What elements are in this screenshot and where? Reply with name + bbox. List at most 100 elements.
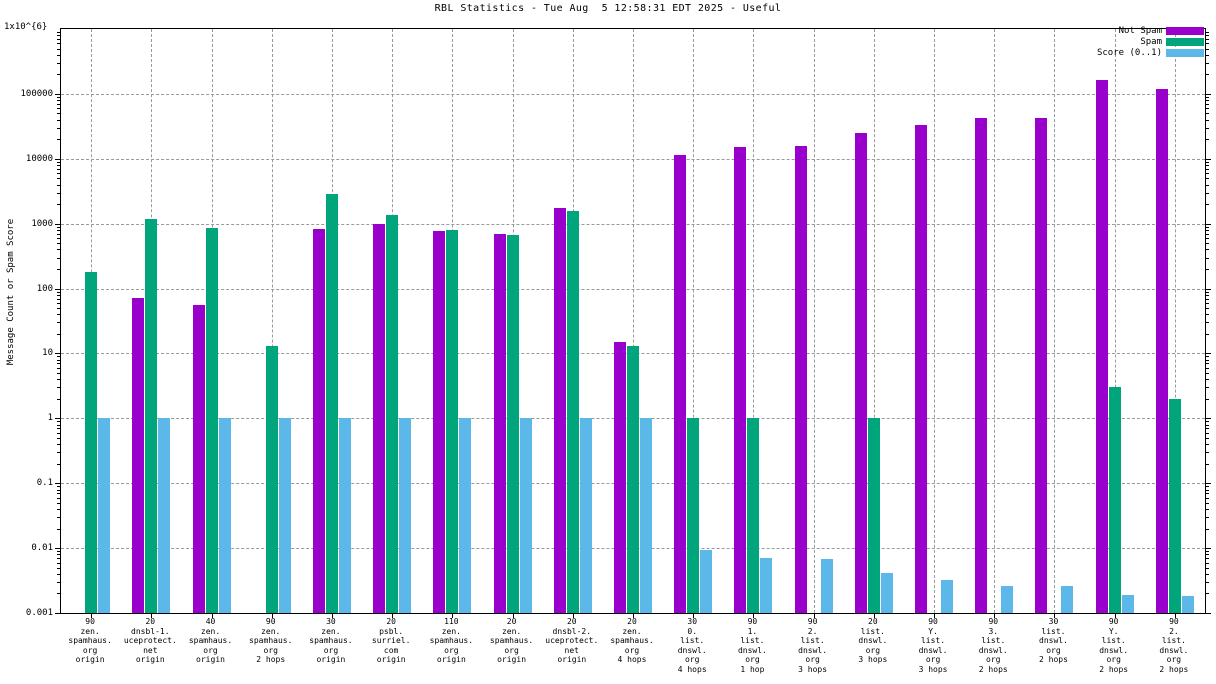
bar-not-spam [1095, 79, 1108, 613]
grid-line-vertical [994, 29, 995, 613]
y-axis-minor-tick [57, 127, 61, 129]
bar-spam [687, 418, 700, 613]
bar-not-spam [1035, 117, 1048, 613]
y-axis-minor-tick [57, 31, 61, 33]
bar-spam [145, 218, 158, 613]
bar-spam [1108, 387, 1121, 613]
y-axis-minor-tick [1205, 168, 1209, 170]
y-axis-minor-tick [1205, 551, 1209, 553]
y-axis-minor-tick [1205, 178, 1209, 180]
y-axis-minor-tick [1205, 363, 1209, 365]
y-axis-minor-tick [1205, 428, 1209, 430]
x-axis-tick-label: 90 Y. list. dnswl. org 3 hops [918, 617, 948, 674]
y-axis-minor-tick [1205, 204, 1209, 206]
y-axis-minor-tick [57, 43, 61, 45]
y-axis-minor-tick [1205, 192, 1209, 194]
y-axis-minor-tick [1205, 233, 1209, 235]
grid-line-vertical [874, 29, 875, 613]
bar-spam [1168, 398, 1181, 613]
y-axis-minor-tick [1205, 127, 1209, 129]
x-axis-tick-label: 110 zen. spamhaus. org origin [429, 617, 474, 665]
y-axis-minor-tick [1205, 558, 1209, 560]
y-axis-minor-tick [1205, 314, 1209, 316]
y-axis-minor-tick [57, 463, 61, 465]
x-axis-tick-label: 90 2. list. dnswl. org 2 hops [1159, 617, 1189, 674]
y-axis-minor-tick [57, 428, 61, 430]
y-axis-minor-tick [57, 517, 61, 519]
y-axis-minor-tick [57, 184, 61, 186]
y-axis-minor-tick [1205, 308, 1209, 310]
y-axis-minor-tick [57, 257, 61, 259]
grid-line-vertical [814, 29, 815, 613]
y-axis-exponent-label: 1x10^{6} [4, 22, 47, 32]
x-axis-tick [91, 613, 92, 618]
y-axis-minor-tick [57, 497, 61, 499]
bar-score [278, 418, 291, 613]
x-axis-tick [633, 613, 634, 618]
y-axis-minor-tick [1205, 573, 1209, 575]
y-axis-minor-tick [57, 294, 61, 296]
y-axis-tick-label: 10 [42, 348, 53, 359]
y-axis-tick [55, 483, 61, 485]
y-axis-minor-tick [1205, 387, 1209, 389]
grid-line-vertical [1054, 29, 1055, 613]
y-axis-minor-tick [1205, 161, 1209, 163]
bar-not-spam [915, 125, 928, 613]
bar-score [218, 418, 231, 613]
bar-score [1001, 586, 1014, 613]
x-axis-tick-label: 90 zen. spamhaus. org origin [68, 617, 112, 665]
grid-line-vertical [633, 29, 634, 613]
grid-line-vertical [693, 29, 694, 613]
y-axis-minor-tick [57, 39, 61, 41]
bar-score [519, 418, 532, 613]
bar-score [338, 418, 351, 613]
y-axis-minor-tick [1205, 437, 1209, 439]
y-axis-tick-label: 10000 [25, 153, 53, 164]
y-axis-minor-tick [1205, 173, 1209, 175]
bar-score [459, 418, 472, 613]
y-axis-minor-tick [57, 452, 61, 454]
bar-not-spam [312, 229, 325, 613]
y-axis-minor-tick [1205, 463, 1209, 465]
bar-spam [386, 215, 399, 613]
y-axis-tick [1205, 483, 1211, 485]
y-axis-tick [55, 288, 61, 290]
y-axis-minor-tick [57, 249, 61, 251]
y-axis-tick [55, 613, 61, 614]
y-axis-minor-tick [57, 363, 61, 365]
bar-not-spam [1155, 88, 1168, 613]
y-axis-tick [55, 93, 61, 95]
y-axis-minor-tick [57, 119, 61, 121]
y-axis-minor-tick [1205, 48, 1209, 50]
y-axis-minor-tick [57, 113, 61, 115]
bar-score [1061, 586, 1074, 613]
y-axis-minor-tick [1205, 165, 1209, 167]
y-axis-tick [55, 158, 61, 160]
y-axis-minor-tick [57, 493, 61, 495]
x-axis-tick-label: 90 zen. spamhaus. org 2 hops [249, 617, 293, 665]
legend-label-score: Score (0..1) [1096, 48, 1162, 58]
y-axis-minor-tick [57, 387, 61, 389]
y-axis-minor-tick [1205, 62, 1209, 64]
y-axis-minor-tick [1205, 452, 1209, 454]
y-axis-minor-tick [1205, 432, 1209, 434]
x-axis-tick-label: 90 Y. list. dnswl. org 2 hops [1099, 617, 1129, 674]
y-axis-minor-tick [57, 161, 61, 163]
y-axis-tick [55, 418, 61, 420]
x-axis-tick [513, 613, 514, 618]
y-axis-tick-label: 0.001 [25, 608, 53, 618]
y-axis-minor-tick [57, 139, 61, 141]
x-axis-tick [151, 613, 152, 618]
chart-legend: Not Spam Spam Score (0..1) [1052, 27, 1204, 60]
y-axis-minor-tick [1205, 444, 1209, 446]
y-axis-minor-tick [1205, 74, 1209, 76]
bar-not-spam [433, 230, 446, 613]
legend-item-score: Score (0..1) [1052, 49, 1204, 58]
y-axis-minor-tick [57, 103, 61, 105]
y-axis-minor-tick [57, 502, 61, 504]
y-axis-minor-tick [1205, 359, 1209, 361]
bar-score [98, 418, 111, 613]
x-axis-tick [814, 613, 815, 618]
x-axis-tick [573, 613, 574, 618]
y-axis-tick [55, 223, 61, 225]
